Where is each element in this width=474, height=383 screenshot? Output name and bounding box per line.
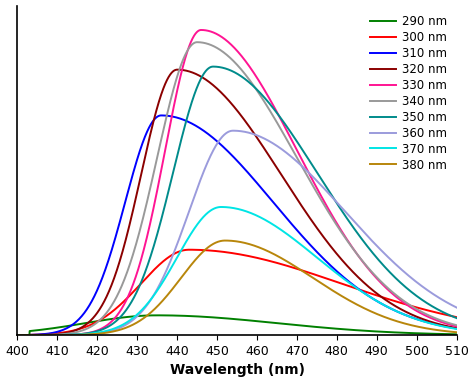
360 nm [226,129,231,134]
360 nm [461,308,466,313]
Legend: 290 nm, 300 nm, 310 nm, 320 nm, 330 nm, 340 nm, 350 nm, 360 nm, 370 nm, 380 nm: 290 nm, 300 nm, 310 nm, 320 nm, 330 nm, … [366,11,451,175]
300 nm [238,252,244,257]
290 nm [15,333,20,337]
330 nm [238,53,244,57]
340 nm [460,324,466,329]
330 nm [198,28,204,32]
370 nm [238,208,244,212]
380 nm [376,313,382,317]
330 nm [461,326,466,330]
320 nm [460,327,466,332]
Line: 290 nm: 290 nm [18,315,474,335]
330 nm [376,278,382,283]
370 nm [226,205,232,210]
360 nm [38,333,44,337]
290 nm [461,332,466,337]
320 nm [461,327,466,332]
360 nm [460,308,466,313]
350 nm [226,67,232,72]
Line: 350 nm: 350 nm [18,67,474,335]
300 nm [186,247,192,252]
320 nm [376,293,382,298]
330 nm [15,333,20,337]
350 nm [376,258,382,263]
Line: 340 nm: 340 nm [18,42,474,335]
310 nm [158,113,164,118]
Line: 380 nm: 380 nm [18,241,474,335]
310 nm [461,327,466,332]
340 nm [38,333,44,337]
310 nm [376,300,382,304]
340 nm [15,333,20,337]
350 nm [38,333,44,337]
Line: 330 nm: 330 nm [18,30,474,335]
Line: 310 nm: 310 nm [18,115,474,335]
350 nm [238,74,244,79]
380 nm [15,333,20,337]
320 nm [38,333,44,337]
310 nm [460,327,466,332]
340 nm [194,40,200,44]
380 nm [460,331,466,335]
370 nm [376,300,382,304]
320 nm [174,67,180,72]
350 nm [461,318,466,323]
340 nm [461,324,466,329]
320 nm [15,333,20,337]
360 nm [376,246,382,250]
300 nm [38,332,44,337]
360 nm [230,128,236,133]
320 nm [226,98,232,103]
300 nm [460,316,466,321]
290 nm [238,318,244,322]
340 nm [238,67,244,71]
370 nm [219,205,224,209]
340 nm [226,54,232,59]
380 nm [226,238,232,243]
310 nm [38,332,44,337]
330 nm [38,333,44,337]
370 nm [461,327,466,332]
360 nm [15,333,20,337]
330 nm [226,40,232,45]
310 nm [226,150,232,154]
300 nm [15,333,20,337]
Line: 360 nm: 360 nm [18,131,474,335]
350 nm [210,64,216,69]
290 nm [460,332,466,337]
310 nm [238,162,244,167]
350 nm [15,333,20,337]
380 nm [461,331,466,335]
370 nm [460,327,466,332]
290 nm [155,313,160,318]
300 nm [376,294,382,298]
290 nm [226,316,232,321]
Line: 320 nm: 320 nm [18,70,474,335]
Line: 300 nm: 300 nm [18,250,474,335]
320 nm [238,113,244,118]
330 nm [460,326,466,330]
Line: 370 nm: 370 nm [18,207,474,335]
300 nm [461,316,466,321]
370 nm [38,333,44,337]
360 nm [238,129,244,134]
290 nm [376,329,382,334]
300 nm [226,250,232,255]
X-axis label: Wavelength (nm): Wavelength (nm) [170,363,304,377]
340 nm [376,277,382,282]
380 nm [222,238,228,243]
380 nm [238,240,244,244]
290 nm [38,327,44,332]
380 nm [38,333,44,337]
370 nm [15,333,20,337]
350 nm [460,318,466,323]
310 nm [15,333,20,337]
